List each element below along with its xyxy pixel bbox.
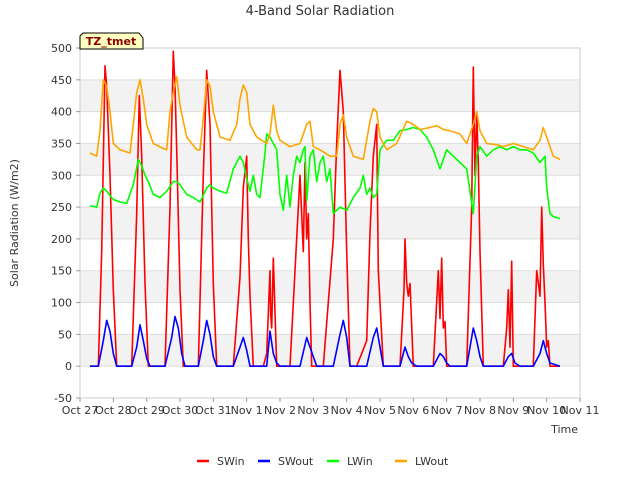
station-badge-label: TZ_tmet bbox=[86, 35, 136, 48]
x-tick-label: Nov 9 bbox=[497, 404, 529, 417]
plot-frame bbox=[79, 47, 581, 399]
x-tick-label: Nov 8 bbox=[464, 404, 496, 417]
y-axis-ticks: -50 0 50 100 150 200 250 300 350 400 450 500 bbox=[51, 42, 80, 405]
x-tick-label: Nov 2 bbox=[264, 404, 296, 417]
station-badge-box bbox=[79, 32, 144, 50]
x-tick-label: Nov 10 bbox=[527, 404, 566, 417]
y-tick-label: 100 bbox=[51, 297, 72, 310]
series-line-lwout bbox=[89, 75, 561, 161]
x-tick-label: Oct 30 bbox=[162, 404, 199, 417]
x-tick-label: Nov 5 bbox=[364, 404, 396, 417]
legend-label-swout: SWout bbox=[278, 455, 314, 468]
y-tick-label: 300 bbox=[51, 169, 72, 182]
x-tick-label: Nov 3 bbox=[297, 404, 329, 417]
y-tick-label: 450 bbox=[51, 74, 72, 87]
y-tick-label: 50 bbox=[58, 328, 72, 341]
legend: SWin SWout LWin LWout bbox=[197, 455, 449, 468]
y-tick-label: 350 bbox=[51, 137, 72, 150]
y-tick-label: 400 bbox=[51, 106, 72, 119]
y-tick-label: 0 bbox=[65, 360, 72, 373]
x-tick-label: Oct 28 bbox=[95, 404, 132, 417]
grid-band bbox=[80, 79, 580, 112]
legend-label-lwin: LWin bbox=[347, 455, 373, 468]
series-line-lwin bbox=[89, 126, 561, 220]
x-tick-label: Nov 4 bbox=[331, 404, 363, 417]
y-axis-title: Solar Radiation (W/m2) bbox=[8, 159, 21, 287]
y-tick-label: 200 bbox=[51, 233, 72, 246]
x-tick-label: Nov 11 bbox=[561, 404, 600, 417]
x-tick-label: Nov 6 bbox=[397, 404, 429, 417]
series-line-swout bbox=[90, 315, 561, 368]
legend-label-lwout: LWout bbox=[415, 455, 449, 468]
y-tick-label: 500 bbox=[51, 42, 72, 55]
y-tick-label: -50 bbox=[54, 392, 72, 405]
legend-label-swin: SWin bbox=[217, 455, 245, 468]
chart-title: 4-Band Solar Radiation bbox=[246, 4, 395, 19]
grid-band bbox=[80, 207, 580, 239]
y-tick-label: 150 bbox=[51, 265, 72, 278]
x-tick-label: Nov 7 bbox=[431, 404, 463, 417]
x-tick-label: Oct 31 bbox=[195, 404, 232, 417]
grid-band bbox=[80, 334, 580, 367]
x-tick-label: Oct 27 bbox=[62, 404, 99, 417]
series-layer bbox=[89, 50, 561, 368]
x-tick-label: Nov 1 bbox=[231, 404, 263, 417]
x-tick-label: Oct 29 bbox=[128, 404, 165, 417]
x-axis-title: Time bbox=[550, 423, 578, 436]
y-tick-label: 250 bbox=[51, 201, 72, 214]
station-badge: TZ_tmet bbox=[79, 32, 144, 50]
